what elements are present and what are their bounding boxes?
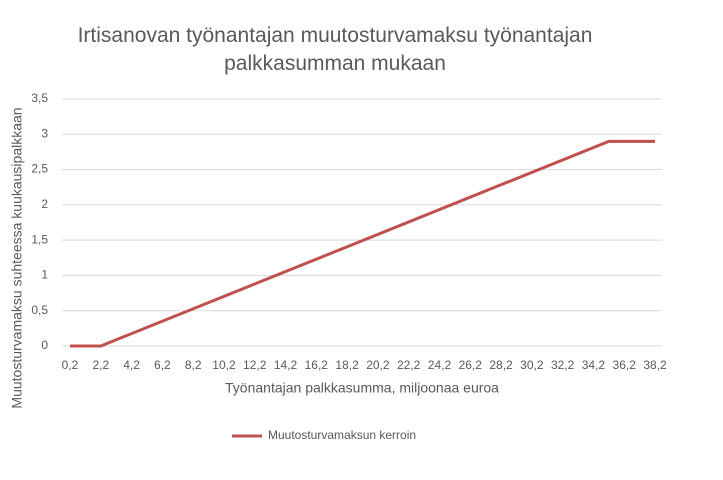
y-tick-label: 2,5: [31, 162, 48, 176]
x-tick-label: 14,2: [274, 358, 298, 372]
x-axis-label: Työnantajan palkkasumma, miljoonaa euroa: [225, 380, 499, 396]
x-tick-label: 24,2: [428, 358, 452, 372]
x-tick-label: 4,2: [123, 358, 140, 372]
x-tick-label: 12,2: [243, 358, 267, 372]
x-tick-label: 28,2: [489, 358, 513, 372]
y-tick-label: 0,5: [31, 303, 48, 317]
x-tick-label: 0,2: [62, 358, 79, 372]
x-tick-label: 22,2: [397, 358, 421, 372]
y-tick-label: 1,5: [31, 232, 48, 246]
y-tick-label: 1: [41, 268, 48, 282]
x-tick-label: 32,2: [551, 358, 575, 372]
x-tick-label: 30,2: [520, 358, 544, 372]
y-tick-label: 3: [41, 126, 48, 140]
x-tick-label: 36,2: [613, 358, 637, 372]
x-tick-label: 18,2: [335, 358, 359, 372]
x-tick-label: 6,2: [154, 358, 171, 372]
y-axis-label: Muutosturvamaksu suhteessa kuukausipalkk…: [9, 107, 25, 408]
x-tick-label: 20,2: [366, 358, 390, 372]
x-tick-label: 34,2: [582, 358, 606, 372]
x-tick-label: 26,2: [459, 358, 483, 372]
x-tick-label: 38,2: [643, 358, 667, 372]
x-tick-label: 2,2: [92, 358, 109, 372]
x-tick-label: 8,2: [185, 358, 202, 372]
y-tick-label: 3,5: [31, 91, 48, 105]
x-tick-label: 10,2: [212, 358, 236, 372]
data-line: [70, 139, 655, 348]
chart-title: Irtisanovan työnantajan muutosturvamaksu…: [77, 24, 593, 75]
y-tick-label: 2: [41, 197, 48, 211]
legend-label: Muutosturvamaksun kerroin: [268, 428, 416, 442]
y-tick-label: 0: [41, 338, 48, 352]
x-tick-label: 16,2: [305, 358, 329, 372]
